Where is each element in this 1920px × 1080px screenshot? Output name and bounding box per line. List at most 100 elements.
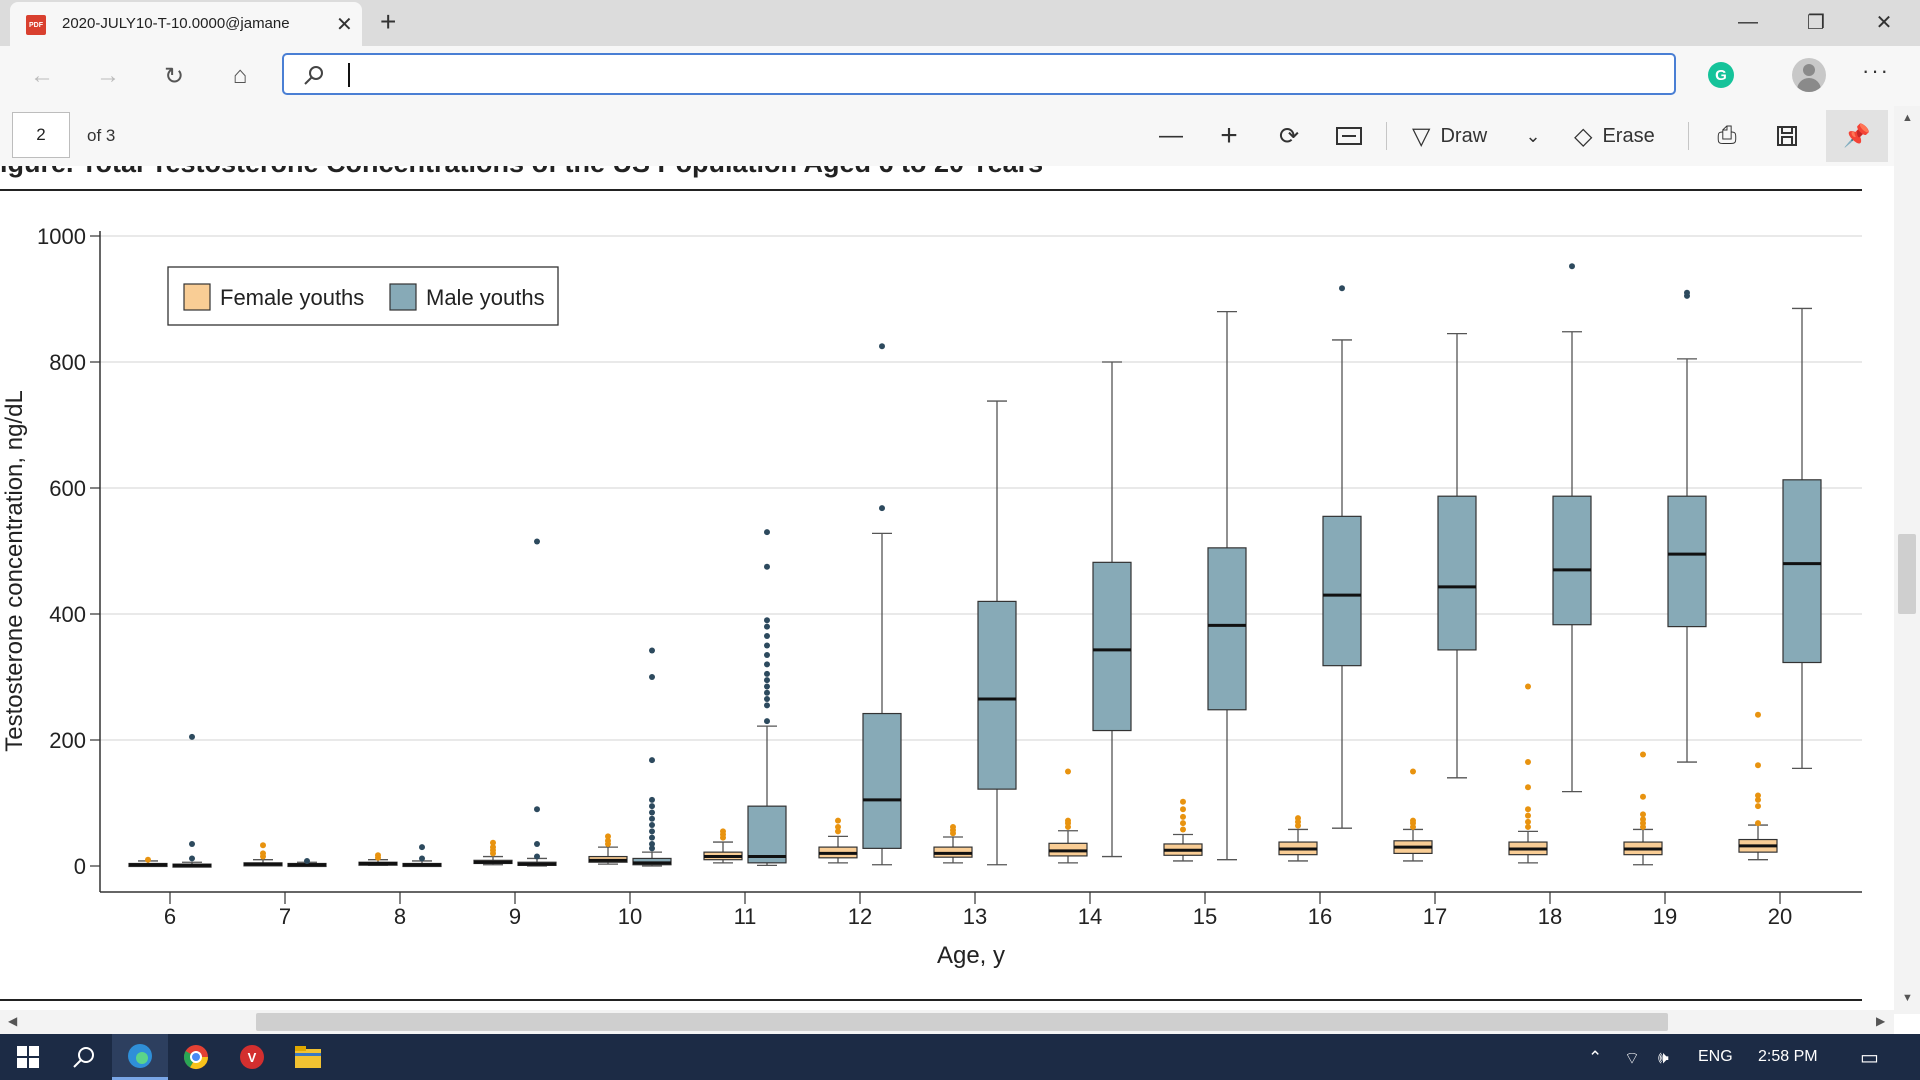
iqr-box xyxy=(747,805,787,864)
outlier-point xyxy=(1180,820,1186,827)
taskbar-search-icon[interactable] xyxy=(56,1034,112,1080)
print-icon[interactable]: ⎙ xyxy=(1717,122,1737,149)
outlier-point xyxy=(490,844,496,851)
outlier-point xyxy=(605,833,611,840)
show-hidden-icons-chevron[interactable]: ⌃ xyxy=(1588,1048,1603,1067)
outlier-point xyxy=(1755,803,1761,810)
restore-window-button[interactable]: ❐ xyxy=(1807,11,1825,34)
toolbar-divider xyxy=(1688,122,1689,150)
minimize-window-button[interactable]: — xyxy=(1738,10,1758,33)
outlier-point xyxy=(1640,751,1646,758)
scroll-up-arrow-icon[interactable]: ▲ xyxy=(1902,112,1913,124)
zoom-out-button[interactable]: — xyxy=(1159,122,1183,149)
iqr-box xyxy=(1552,495,1592,626)
save-icon[interactable] xyxy=(1770,116,1804,156)
legend-swatch xyxy=(389,283,417,311)
outlier-point xyxy=(835,817,841,824)
profile-avatar[interactable] xyxy=(1792,58,1826,92)
home-icon[interactable]: ⌂ xyxy=(232,62,248,89)
outlier-point xyxy=(1525,759,1531,766)
outlier-point xyxy=(1525,818,1531,825)
draw-button[interactable]: ▽ Draw xyxy=(1412,116,1487,156)
iqr-box xyxy=(862,712,902,849)
erase-button[interactable]: ◇ Erase xyxy=(1574,116,1655,156)
text-caret xyxy=(348,63,350,87)
outlier-point xyxy=(649,822,655,829)
female-box xyxy=(703,828,743,864)
windows-start-icon[interactable] xyxy=(0,1034,56,1080)
outlier-point xyxy=(534,840,540,847)
notifications-icon[interactable]: ▭ xyxy=(1860,1047,1879,1069)
address-bar[interactable] xyxy=(282,53,1676,95)
outlier-point xyxy=(1180,806,1186,813)
pdf-page: igure. Total Testosterone Concentrations… xyxy=(0,166,1894,1014)
clock[interactable]: 2:58 PM xyxy=(1758,1048,1818,1065)
outlier-point xyxy=(419,844,425,851)
outlier-point xyxy=(1180,813,1186,820)
close-window-button[interactable]: ✕ xyxy=(1875,11,1893,34)
outlier-point xyxy=(720,828,726,835)
refresh-icon[interactable]: ↻ xyxy=(163,62,185,90)
browser-tab-strip: PDF 2020-JULY10-T-10.0000@jamane ✕ + — ❐… xyxy=(0,0,1920,46)
page-number-input[interactable]: 2 xyxy=(12,112,70,158)
x-tick-label: 17 xyxy=(1423,904,1447,929)
iqr-box xyxy=(1782,479,1822,664)
file-explorer-icon[interactable] xyxy=(280,1034,336,1080)
outlier-point xyxy=(605,837,611,844)
language-indicator[interactable]: ENG xyxy=(1698,1048,1733,1065)
outlier-point xyxy=(260,850,266,857)
new-tab-button[interactable]: + xyxy=(380,6,397,37)
male-box xyxy=(1322,285,1362,829)
male-box xyxy=(402,844,442,868)
chevron-down-icon[interactable]: ⌄ xyxy=(1525,125,1541,146)
more-menu-icon[interactable]: ··· xyxy=(1862,58,1890,83)
outlier-point xyxy=(1065,817,1071,824)
edge-browser-icon[interactable] xyxy=(112,1034,168,1080)
rotate-icon[interactable]: ⟳ xyxy=(1278,122,1300,150)
box-plot-chart: 0 200 400 600 800 1000 6 7 8 9 10 11 12 13 14 15 16 17 18 1… xyxy=(0,189,1862,1001)
y-tick-label: 600 xyxy=(49,476,86,501)
chrome-browser-icon[interactable] xyxy=(168,1034,224,1080)
scroll-right-arrow-icon[interactable]: ▶ xyxy=(1876,1014,1886,1028)
horizontal-scrollbar[interactable]: ◀ ▶ xyxy=(0,1010,1894,1034)
outlier-point xyxy=(764,617,770,624)
outlier-point xyxy=(534,806,540,813)
back-arrow-icon[interactable]: ← xyxy=(30,62,54,89)
erase-label: Erase xyxy=(1602,124,1655,147)
vertical-scrollbar[interactable]: ▲ ▼ xyxy=(1894,106,1920,1014)
male-box xyxy=(172,733,212,868)
fit-to-width-icon[interactable] xyxy=(1332,116,1366,156)
close-tab-icon[interactable]: ✕ xyxy=(336,14,353,36)
male-box xyxy=(1092,361,1132,858)
female-box xyxy=(358,852,398,867)
pin-toolbar-icon[interactable]: 📌 xyxy=(1826,110,1888,162)
outlier-point xyxy=(534,538,540,545)
legend-label: Female youths xyxy=(220,285,364,310)
pdf-reader-app-icon[interactable]: V xyxy=(224,1034,280,1080)
vertical-scroll-thumb[interactable] xyxy=(1898,534,1916,614)
horizontal-scroll-thumb[interactable] xyxy=(256,1013,1668,1031)
y-axis-label: Testosterone concentration, ng/dL xyxy=(1,390,28,752)
x-tick-label: 18 xyxy=(1538,904,1562,929)
outlier-point xyxy=(260,842,266,849)
volume-icon[interactable]: 🕪 xyxy=(1658,1048,1669,1067)
zoom-in-button[interactable]: + xyxy=(1220,119,1238,152)
scroll-down-arrow-icon[interactable]: ▼ xyxy=(1902,992,1913,1004)
outlier-point xyxy=(490,839,496,846)
pdf-toolbar: 2 of 3 — + ⟳ ▽ Draw ⌄ ◇ Erase ⎙ 📌 xyxy=(0,106,1920,167)
x-tick-label: 9 xyxy=(509,904,521,929)
x-axis-label: Age, y xyxy=(937,942,1005,969)
outlier-point xyxy=(764,689,770,696)
female-box xyxy=(1048,768,1088,864)
outlier-point xyxy=(764,670,770,677)
search-icon xyxy=(304,66,323,85)
forward-arrow-icon[interactable]: → xyxy=(96,62,120,89)
grammarly-extension-icon[interactable]: G xyxy=(1708,62,1734,88)
x-tick-label: 13 xyxy=(963,904,987,929)
legend-label: Male youths xyxy=(426,285,545,310)
browser-tab[interactable]: PDF 2020-JULY10-T-10.0000@jamane ✕ xyxy=(10,2,362,46)
network-icon[interactable]: ⌔ xyxy=(1624,1049,1640,1068)
scroll-left-arrow-icon[interactable]: ◀ xyxy=(8,1014,18,1028)
male-box xyxy=(632,647,672,867)
outlier-point xyxy=(1640,811,1646,818)
